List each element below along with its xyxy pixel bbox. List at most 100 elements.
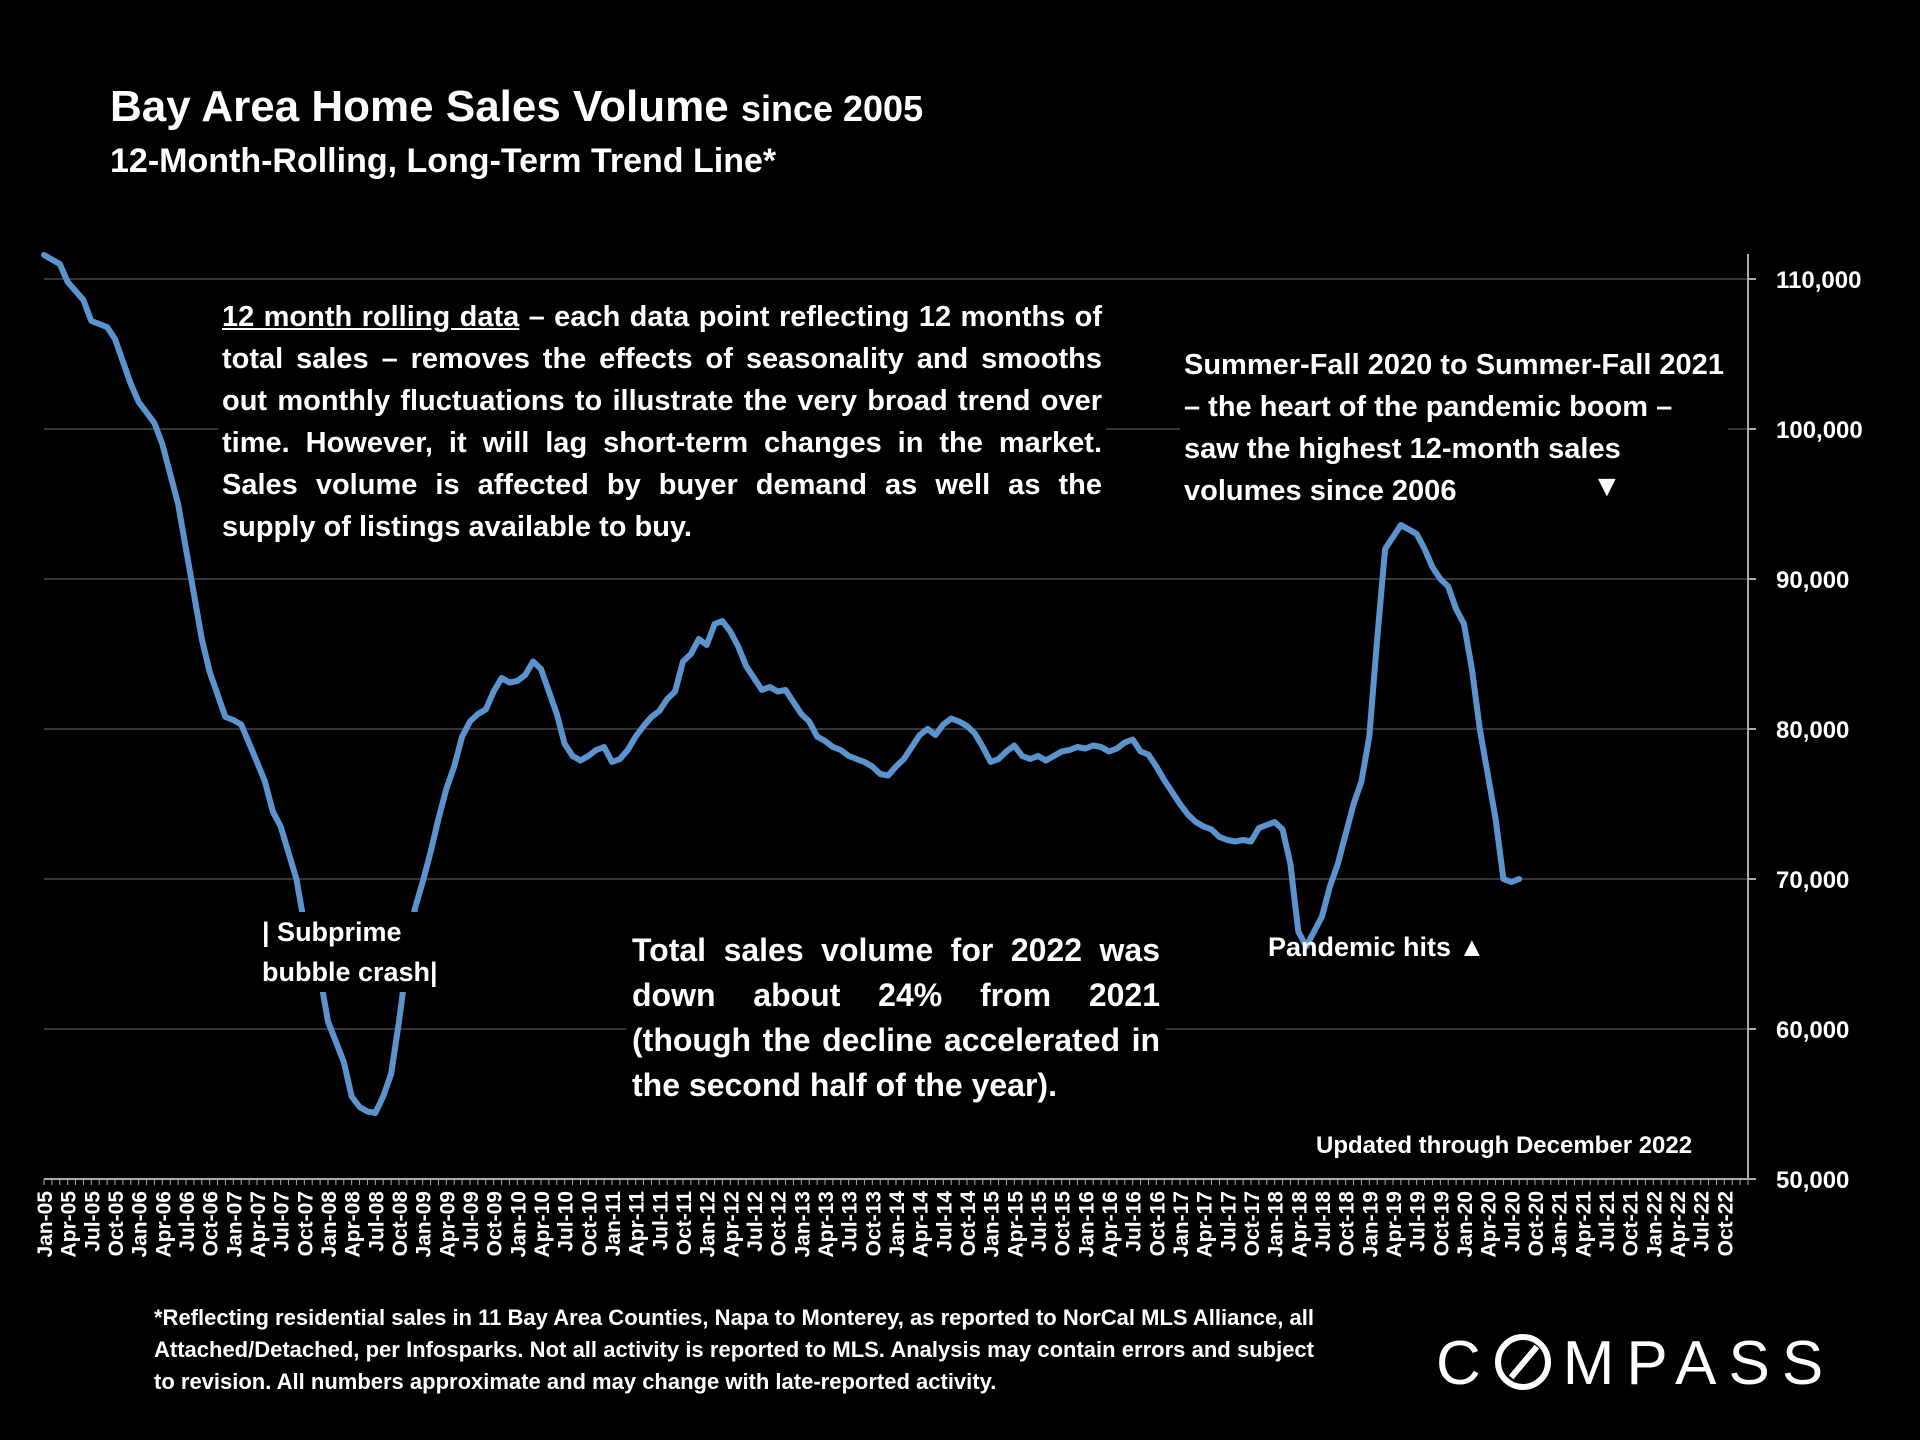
x-tick-label: Oct-07 <box>294 1191 317 1256</box>
x-tick-label: Jan-08 <box>318 1191 341 1258</box>
x-tick-label: Apr-08 <box>342 1191 365 1258</box>
rolling-data-body: – each data point reflecting 12 months o… <box>222 301 1103 543</box>
title-main: Bay Area Home Sales Volume <box>110 82 729 131</box>
x-tick-label: Oct-22 <box>1714 1191 1737 1256</box>
x-tick-label: Jan-21 <box>1549 1191 1572 1258</box>
title-suffix: since 2005 <box>740 88 924 129</box>
compass-logo: C MPASS <box>1436 1328 1835 1399</box>
x-tick-label: Apr-11 <box>626 1191 649 1257</box>
crash-line-1: | Subprime <box>262 917 402 947</box>
x-tick-label: Jul-21 <box>1596 1191 1619 1252</box>
x-tick-label: Apr-16 <box>1099 1191 1122 1258</box>
y-tick-label: 50,000 <box>1776 1167 1849 1194</box>
x-tick-label: Oct-17 <box>1241 1191 1264 1256</box>
chart-subtitle: 12-Month-Rolling, Long-Term Trend Line* <box>110 142 777 180</box>
x-tick-label: Jul-15 <box>1028 1191 1051 1252</box>
x-tick-label: Jul-12 <box>744 1191 767 1252</box>
x-tick-label: Oct-14 <box>957 1191 980 1257</box>
x-tick-label: Oct-21 <box>1620 1191 1643 1257</box>
x-tick-label: Oct-12 <box>768 1191 791 1256</box>
x-tick-label: Jul-20 <box>1501 1191 1524 1252</box>
x-tick-label: Jan-07 <box>223 1191 246 1258</box>
sales-volume-line <box>41 252 1523 1116</box>
x-tick-label: Jan-12 <box>697 1191 720 1258</box>
x-tick-label: Apr-05 <box>58 1191 81 1258</box>
x-tick-label: Jul-06 <box>176 1191 199 1252</box>
x-tick-label: Oct-08 <box>389 1191 412 1257</box>
x-tick-label: Apr-10 <box>531 1191 554 1258</box>
x-tick-label: Jan-19 <box>1359 1191 1382 1258</box>
x-tick-label: Apr-15 <box>1004 1191 1027 1258</box>
peak-marker-icon: ▼ <box>1592 470 1622 503</box>
x-tick-label: Jul-10 <box>555 1191 578 1252</box>
x-tick-label: Jul-05 <box>81 1191 104 1252</box>
x-tick-label: Jul-18 <box>1312 1191 1335 1252</box>
x-tick-label: Jan-15 <box>981 1191 1004 1258</box>
x-tick-label: Jan-16 <box>1075 1191 1098 1258</box>
summer-fall-note: Summer-Fall 2020 to Summer-Fall 2021 – t… <box>1180 344 1728 512</box>
x-tick-label: Apr-14 <box>910 1191 933 1258</box>
x-tick-label: Oct-16 <box>1146 1191 1169 1256</box>
x-tick-label: Oct-09 <box>484 1191 507 1256</box>
x-tick-label: Oct-05 <box>105 1191 128 1257</box>
x-tick-label: Jan-22 <box>1643 1191 1666 1258</box>
x-tick-label: Apr-17 <box>1194 1191 1217 1258</box>
logo-text-end: MPASS <box>1562 1329 1836 1398</box>
x-tick-label: Jan-18 <box>1265 1191 1288 1258</box>
x-tick-label: Jul-17 <box>1217 1191 1240 1252</box>
x-tick-label: Oct-11 <box>673 1191 696 1256</box>
x-tick-label: Oct-15 <box>1052 1191 1075 1257</box>
x-tick-label: Apr-18 <box>1288 1191 1311 1258</box>
x-tick-label: Jul-19 <box>1407 1191 1430 1252</box>
x-tick-label: Oct-06 <box>200 1191 223 1256</box>
x-tick-label: Jul-16 <box>1123 1191 1146 1252</box>
x-tick-label: Apr-20 <box>1478 1191 1501 1258</box>
y-tick-label: 100,000 <box>1776 417 1863 444</box>
x-tick-label: Jul-22 <box>1691 1191 1714 1252</box>
rolling-data-heading: 12 month rolling data <box>222 301 520 333</box>
logo-o-icon <box>1494 1334 1551 1390</box>
x-tick-label: Apr-22 <box>1667 1191 1690 1258</box>
y-tick-label: 80,000 <box>1776 717 1849 744</box>
total-2022-note: Total sales volume for 2022 was down abo… <box>626 928 1166 1108</box>
x-tick-label: Apr-12 <box>720 1191 743 1258</box>
x-tick-label: Jan-05 <box>34 1191 57 1258</box>
x-tick-label: Apr-09 <box>436 1191 459 1258</box>
x-tick-label: Jan-13 <box>791 1191 814 1258</box>
x-tick-label: Apr-07 <box>247 1191 270 1258</box>
x-tick-label: Jul-09 <box>460 1191 483 1252</box>
x-tick-label: Jul-13 <box>839 1191 862 1252</box>
footnote: *Reflecting residential sales in 11 Bay … <box>154 1305 1314 1394</box>
pandemic-hits-note: Pandemic hits ▲ <box>1268 932 1486 962</box>
x-tick-label: Jan-09 <box>413 1191 436 1258</box>
x-tick-label: Jan-10 <box>507 1191 530 1258</box>
x-tick-label: Jul-11 <box>649 1191 672 1251</box>
subprime-crash-note: | Subprime bubble crash| <box>258 912 442 992</box>
x-tick-label: Jul-07 <box>271 1191 294 1252</box>
y-tick-label: 90,000 <box>1776 567 1849 594</box>
x-tick-label: Apr-13 <box>815 1191 838 1258</box>
x-tick-label: Oct-19 <box>1430 1191 1453 1256</box>
rolling-data-note: 12 month rolling data – each data point … <box>218 296 1106 548</box>
y-tick-label: 110,000 <box>1776 267 1861 294</box>
x-tick-label: Jan-11 <box>602 1191 625 1257</box>
x-tick-label: Jan-20 <box>1454 1191 1477 1258</box>
chart-title: Bay Area Home Sales Volume since 2005 <box>110 82 923 132</box>
y-tick-label: 70,000 <box>1776 867 1849 894</box>
logo-text-start: C <box>1436 1329 1493 1398</box>
y-tick-label: 60,000 <box>1776 1017 1849 1044</box>
updated-note: Updated through December 2022 <box>1316 1132 1693 1159</box>
x-tick-label: Apr-06 <box>152 1191 175 1258</box>
summer-fall-text: Summer-Fall 2020 to Summer-Fall 2021 – t… <box>1184 349 1724 507</box>
x-tick-label: Oct-18 <box>1336 1191 1359 1257</box>
y-axis-ticks: 50,000 60,000 70,000 80,000 90,000 100,000 110… <box>1748 267 1863 1194</box>
x-tick-label: Oct-10 <box>578 1191 601 1256</box>
x-tick-label: Jul-14 <box>933 1191 956 1252</box>
x-tick-label: Jul-08 <box>365 1191 388 1252</box>
x-axis-ticks: Jan-05 Apr-05 Jul-05 Oct-05 Jan-06 Apr-06 Jul-… <box>34 1179 1749 1258</box>
x-tick-label: Oct-20 <box>1525 1191 1548 1256</box>
x-tick-label: Jan-06 <box>129 1191 152 1258</box>
x-tick-label: Oct-13 <box>862 1191 885 1256</box>
x-tick-label: Jan-14 <box>886 1191 909 1258</box>
